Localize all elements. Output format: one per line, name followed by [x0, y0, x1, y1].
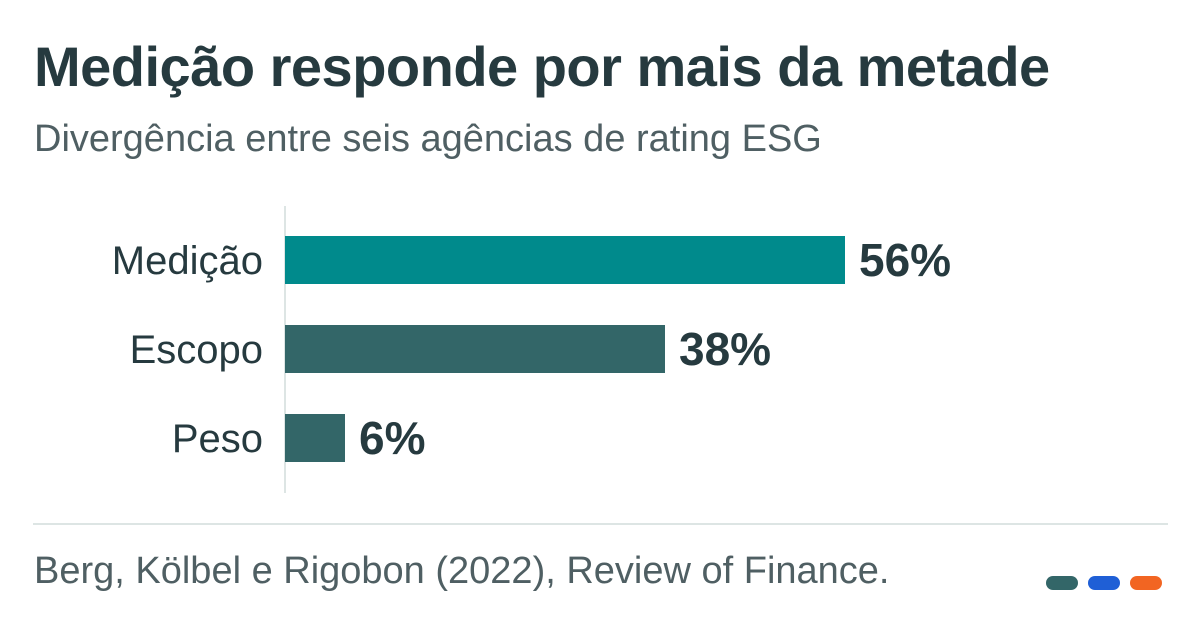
- footer-divider: [33, 523, 1168, 525]
- category-label: Peso: [172, 417, 263, 461]
- brand-dot-3: [1130, 576, 1162, 590]
- bar-chart: Medição 56% Escopo 38% Peso 6%: [112, 206, 951, 493]
- bar-peso: [285, 414, 345, 462]
- bar-escopo: [285, 325, 665, 373]
- value-label: 6%: [359, 412, 425, 464]
- category-label: Medição: [112, 239, 263, 283]
- category-label: Escopo: [130, 328, 263, 372]
- chart-subtitle: Divergência entre seis agências de ratin…: [34, 118, 822, 160]
- source-note: Berg, Kölbel e Rigobon (2022), Review of…: [34, 550, 890, 592]
- chart-title: Medição responde por mais da metade: [34, 35, 1050, 98]
- bar-medição: [285, 236, 845, 284]
- brand-dot-2: [1088, 576, 1120, 590]
- value-label: 56%: [859, 234, 951, 286]
- brand-dot-1: [1046, 576, 1078, 590]
- value-label: 38%: [679, 323, 771, 375]
